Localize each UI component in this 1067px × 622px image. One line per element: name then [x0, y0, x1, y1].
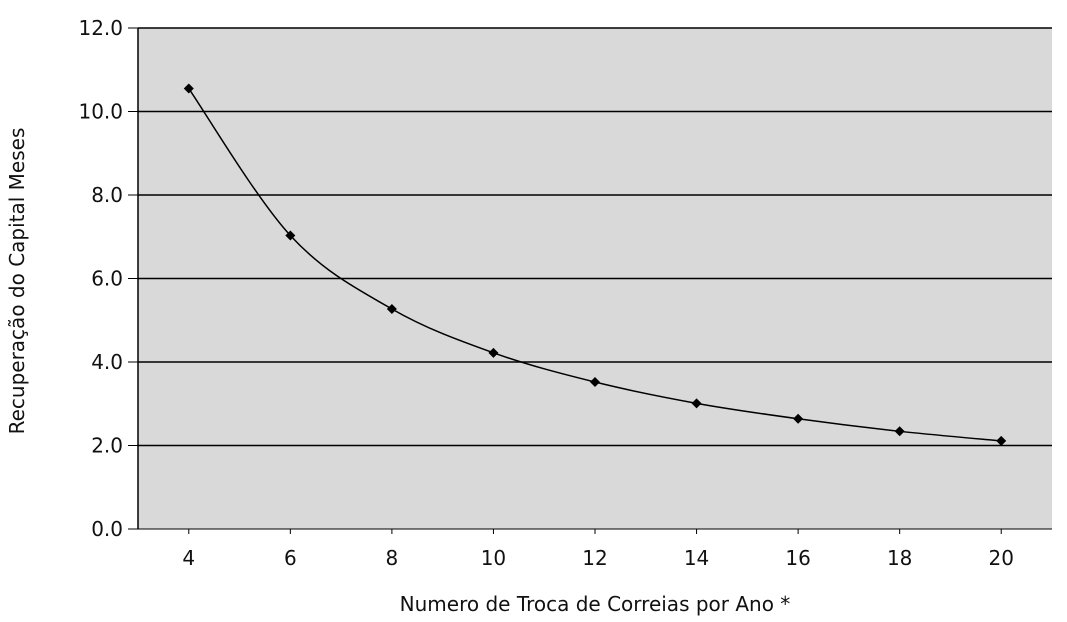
y-tick-label: 8.0 — [91, 183, 123, 207]
data-point — [996, 435, 1007, 446]
y-tick-label: 4.0 — [91, 350, 123, 374]
data-point — [285, 230, 296, 241]
x-axis-title: Numero de Troca de Correias por Ano * — [400, 592, 791, 616]
x-tick-labels: 4 6 8 10 12 14 16 18 20 — [182, 529, 1014, 570]
data-point — [590, 377, 600, 388]
x-tick-label: 12 — [582, 546, 607, 570]
y-tick-label: 6.0 — [91, 267, 123, 291]
x-tick-label: 6 — [284, 546, 297, 570]
data-point — [488, 347, 499, 358]
series-line — [188, 88, 1002, 442]
y-tick-label: 0.0 — [91, 517, 123, 541]
x-tick-label: 8 — [386, 546, 399, 570]
y-tick-label: 10.0 — [78, 100, 123, 124]
gridlines — [138, 27, 1052, 447]
x-tick-label: 18 — [887, 546, 912, 570]
y-tick-label: 2.0 — [91, 434, 123, 458]
series-group — [183, 83, 1007, 446]
data-point — [894, 426, 905, 437]
x-tick-label: 16 — [785, 546, 810, 570]
x-tick-label: 10 — [481, 546, 506, 570]
y-axis-title: Recuperação do Capital Meses — [5, 128, 29, 435]
data-point — [691, 398, 702, 409]
data-point — [386, 303, 397, 314]
x-tick-label: 14 — [684, 546, 709, 570]
y-tick-labels: 0.0 2.0 4.0 6.0 8.0 10.0 12.0 — [78, 16, 138, 541]
x-tick-label: 20 — [988, 546, 1013, 570]
x-tick-label: 4 — [182, 546, 195, 570]
y-tick-label: 12.0 — [78, 16, 123, 40]
data-point — [793, 413, 804, 424]
data-point — [183, 83, 194, 94]
